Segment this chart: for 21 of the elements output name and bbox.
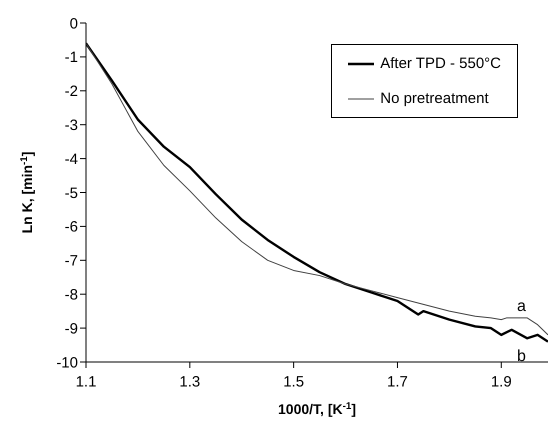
legend-label: After TPD - 550°C <box>380 55 501 72</box>
annotation: b <box>517 348 526 366</box>
x-tick-label: 1.1 <box>76 374 96 391</box>
y-tick-label: 0 <box>70 15 78 32</box>
x-tick-label: 1.9 <box>490 374 512 391</box>
y-tick-label: -4 <box>64 150 78 168</box>
y-tick-label: -10 <box>56 354 78 372</box>
annotation: a <box>517 298 526 316</box>
x-tick-label: 1.5 <box>283 374 304 391</box>
x-axis-title: 1000/T, [K$^{-1}$] <box>278 400 356 417</box>
y-tick-label: -5 <box>64 184 78 202</box>
y-tick-label: -6 <box>64 218 78 236</box>
x-tick-label: 1.7 <box>387 374 408 391</box>
y-tick-label: -3 <box>64 117 78 134</box>
y-tick-label: -1 <box>64 49 78 66</box>
y-tick-label: -8 <box>64 286 78 304</box>
y-tick-label: -7 <box>64 252 78 270</box>
y-tick-label: -9 <box>64 320 78 338</box>
y-tick-label: -2 <box>64 83 78 100</box>
x-tick-label: 1.3 <box>179 374 200 391</box>
legend-label: No pretreatment <box>380 90 489 107</box>
